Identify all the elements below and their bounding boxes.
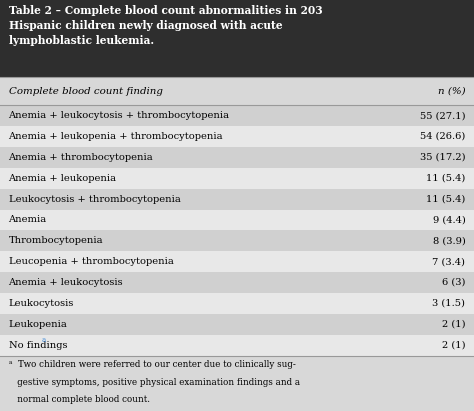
Text: Table 2 – Complete blood count abnormalities in 203
Hispanic children newly diag: Table 2 – Complete blood count abnormali… bbox=[9, 5, 322, 46]
FancyBboxPatch shape bbox=[0, 210, 474, 230]
FancyBboxPatch shape bbox=[0, 251, 474, 272]
Text: normal complete blood count.: normal complete blood count. bbox=[9, 395, 149, 404]
Text: Leukocytosis + thrombocytopenia: Leukocytosis + thrombocytopenia bbox=[9, 194, 181, 203]
Text: Anemia + leukopenia: Anemia + leukopenia bbox=[9, 174, 117, 183]
Text: 55 (27.1): 55 (27.1) bbox=[420, 111, 465, 120]
Text: 2 (1): 2 (1) bbox=[442, 320, 465, 329]
Text: ᵃ  Two children were referred to our center due to clinically sug-: ᵃ Two children were referred to our cent… bbox=[9, 360, 295, 369]
FancyBboxPatch shape bbox=[0, 335, 474, 356]
FancyBboxPatch shape bbox=[0, 77, 474, 105]
Text: 54 (26.6): 54 (26.6) bbox=[420, 132, 465, 141]
Text: Anemia + leukocytosis + thrombocytopenia: Anemia + leukocytosis + thrombocytopenia bbox=[9, 111, 230, 120]
Text: 7 (3.4): 7 (3.4) bbox=[432, 257, 465, 266]
FancyBboxPatch shape bbox=[0, 230, 474, 251]
Text: 6 (3): 6 (3) bbox=[442, 278, 465, 287]
Text: Anemia + leukopenia + thrombocytopenia: Anemia + leukopenia + thrombocytopenia bbox=[9, 132, 223, 141]
Text: 11 (5.4): 11 (5.4) bbox=[426, 194, 465, 203]
Text: 3 (1.5): 3 (1.5) bbox=[432, 299, 465, 308]
FancyBboxPatch shape bbox=[0, 314, 474, 335]
FancyBboxPatch shape bbox=[0, 356, 474, 411]
Text: gestive symptoms, positive physical examination findings and a: gestive symptoms, positive physical exam… bbox=[9, 378, 300, 387]
Text: Leukocytosis: Leukocytosis bbox=[9, 299, 74, 308]
Text: 9 (4.4): 9 (4.4) bbox=[433, 215, 465, 224]
FancyBboxPatch shape bbox=[0, 293, 474, 314]
Text: 2 (1): 2 (1) bbox=[442, 341, 465, 350]
Text: Thrombocytopenia: Thrombocytopenia bbox=[9, 236, 103, 245]
Text: Leucopenia + thrombocytopenia: Leucopenia + thrombocytopenia bbox=[9, 257, 173, 266]
Text: No findings: No findings bbox=[9, 341, 67, 350]
FancyBboxPatch shape bbox=[0, 126, 474, 147]
Text: a: a bbox=[42, 336, 46, 344]
FancyBboxPatch shape bbox=[0, 147, 474, 168]
Text: Anemia: Anemia bbox=[9, 215, 47, 224]
FancyBboxPatch shape bbox=[0, 105, 474, 126]
Text: 11 (5.4): 11 (5.4) bbox=[426, 174, 465, 183]
FancyBboxPatch shape bbox=[0, 168, 474, 189]
FancyBboxPatch shape bbox=[0, 0, 474, 77]
Text: Anemia + leukocytosis: Anemia + leukocytosis bbox=[9, 278, 123, 287]
Text: 8 (3.9): 8 (3.9) bbox=[433, 236, 465, 245]
Text: Anemia + thrombocytopenia: Anemia + thrombocytopenia bbox=[9, 153, 153, 162]
Text: 35 (17.2): 35 (17.2) bbox=[420, 153, 465, 162]
FancyBboxPatch shape bbox=[0, 272, 474, 293]
Text: Leukopenia: Leukopenia bbox=[9, 320, 67, 329]
FancyBboxPatch shape bbox=[0, 189, 474, 210]
Text: Complete blood count finding: Complete blood count finding bbox=[9, 87, 163, 96]
Text: n (%): n (%) bbox=[438, 87, 465, 96]
